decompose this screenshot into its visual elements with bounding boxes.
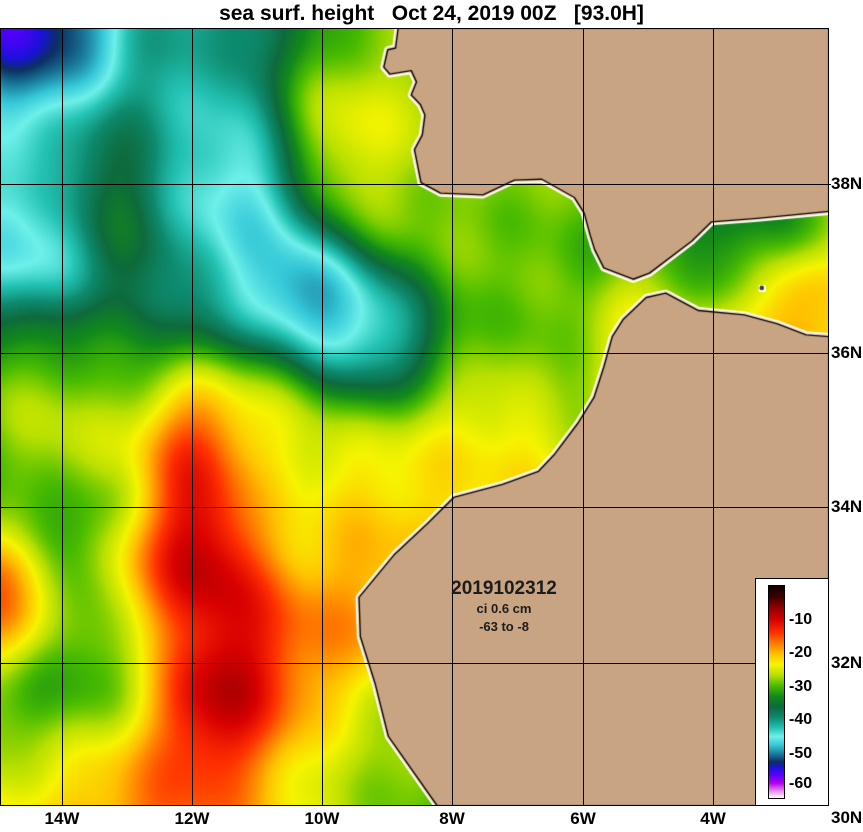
gridline-lon-4w <box>713 28 714 806</box>
chart-title-bar: sea surf. height Oct 24, 2019 00Z [93.0H… <box>0 0 863 28</box>
ytick-label-36n: 36N <box>831 343 863 362</box>
page-title: sea surf. height Oct 24, 2019 00Z [93.0H… <box>219 2 644 25</box>
colorbar-tick-minus30: -30 <box>789 678 813 695</box>
xtick-label-4w: 4W <box>700 809 726 828</box>
gridline-lon-14w <box>62 28 63 806</box>
ytick-label-34n: 34N <box>831 497 863 516</box>
gridline-lat-34n <box>0 507 829 508</box>
colorbar-legend[interactable]: -10 -20 -30 -40 -50 -60 <box>755 578 829 806</box>
latitude-axis: 38N 36N 34N 32N 30N <box>823 28 863 832</box>
xtick-label-14w: 14W <box>44 809 80 828</box>
colorbar-tick-minus40: -40 <box>789 711 813 728</box>
gridline-lon-10w <box>322 28 323 806</box>
colorbar-tick-minus10: -10 <box>789 611 813 628</box>
ytick-label-32n: 32N <box>831 653 863 672</box>
gridline-lat-36n <box>0 353 829 354</box>
map-plot-area[interactable] <box>0 28 829 806</box>
xtick-label-12w: 12W <box>174 809 210 828</box>
colorbar-tick-minus60: -60 <box>789 775 813 792</box>
ytick-mark-38n <box>823 184 831 185</box>
longitude-axis: 14W 12W 10W 8W 6W 4W <box>0 806 829 832</box>
sea-surface-height-field[interactable] <box>0 28 829 806</box>
gridline-lat-38n <box>0 184 829 185</box>
colorbar-tick-minus20: -20 <box>789 644 813 661</box>
gridline-lon-6w <box>583 28 584 806</box>
colorbar-gradient <box>769 586 784 798</box>
ytick-label-30n: 30N <box>831 808 863 827</box>
gridline-lat-32n <box>0 663 829 664</box>
colorbar-tick-minus50: -50 <box>789 745 813 762</box>
colorbar-gradient-strip <box>768 585 785 799</box>
xtick-label-6w: 6W <box>570 809 596 828</box>
xtick-label-8w: 8W <box>439 809 465 828</box>
xtick-label-10w: 10W <box>304 809 340 828</box>
gridline-lon-8w <box>452 28 453 806</box>
ytick-label-38n: 38N <box>823 174 862 194</box>
gridline-lon-12w <box>192 28 193 806</box>
